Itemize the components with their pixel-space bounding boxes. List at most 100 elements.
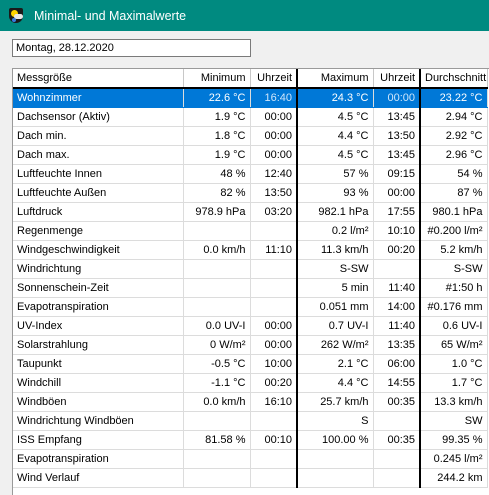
minmax-table[interactable]: Messgröße Minimum Uhrzeit Maximum Uhrzei… <box>12 68 489 495</box>
minimum-time-cell: 00:00 <box>250 335 298 355</box>
maximum-time-cell: 00:00 <box>373 183 421 203</box>
minimum-value-cell <box>183 449 251 469</box>
table-row[interactable]: Wohnzimmer 22.6 °C 16:40 24.3 °C 00:00 23.22 … <box>13 88 488 108</box>
minimum-value-cell <box>183 278 251 298</box>
maximum-time-cell <box>373 468 421 488</box>
table-row[interactable]: Regenmenge 0.2 l/m² 10:10 #0.200 l/m² <box>13 221 488 241</box>
maximum-value-cell <box>296 449 374 469</box>
measure-name-cell: Luftdruck <box>13 202 184 222</box>
measure-name-cell: Windböen <box>13 392 184 412</box>
measure-name-cell: Windchill <box>13 373 184 393</box>
table-row[interactable]: Evapotranspiration 0.245 l/m² <box>13 449 488 469</box>
maximum-value-cell: 24.3 °C <box>296 88 374 108</box>
table-row[interactable]: Sonnenschein-Zeit 5 min 11:40 #1:50 h <box>13 278 488 298</box>
maximum-value-cell: 982.1 hPa <box>296 202 374 222</box>
maximum-value-cell: 57 % <box>296 164 374 184</box>
average-value-cell: 65 W/m² <box>419 335 488 355</box>
table-row[interactable]: UV-Index 0.0 UV-I 00:00 0.7 UV-I 11:40 0.6 UV… <box>13 316 488 336</box>
measure-name-cell: Sonnenschein-Zeit <box>13 278 184 298</box>
average-value-cell: #1:50 h <box>419 278 488 298</box>
measure-name-cell: Windrichtung <box>13 259 184 279</box>
maximum-value-cell <box>296 468 374 488</box>
minimum-value-cell: 1.8 °C <box>183 126 251 146</box>
table-row[interactable]: Windchill -1.1 °C 00:20 4.4 °C 14:55 1.7 °C <box>13 373 488 393</box>
maximum-time-cell: 11:40 <box>373 316 421 336</box>
maximum-value-cell: 25.7 km/h <box>296 392 374 412</box>
measure-name-cell: Solarstrahlung <box>13 335 184 355</box>
maximum-time-cell <box>373 411 421 431</box>
maximum-time-cell: 10:10 <box>373 221 421 241</box>
column-header-max-time[interactable]: Uhrzeit <box>373 69 421 89</box>
measure-name-cell: Luftfeuchte Außen <box>13 183 184 203</box>
minimum-time-cell <box>250 221 298 241</box>
maximum-value-cell: 0.7 UV-I <box>296 316 374 336</box>
maximum-time-cell: 13:50 <box>373 126 421 146</box>
minimum-time-cell <box>250 259 298 279</box>
minimum-time-cell: 16:40 <box>250 88 298 108</box>
minimum-time-cell <box>250 449 298 469</box>
table-row[interactable]: Windgeschwindigkeit 0.0 km/h 11:10 11.3 km/… <box>13 240 488 260</box>
average-value-cell: 23.22 °C <box>419 88 488 108</box>
average-value-cell: 0.245 l/m² <box>419 449 488 469</box>
average-value-cell: 54 % <box>419 164 488 184</box>
table-row[interactable]: Dach min. 1.8 °C 00:00 4.4 °C 13:50 2.92 °C <box>13 126 488 146</box>
minimum-value-cell: -1.1 °C <box>183 373 251 393</box>
column-header-minimum[interactable]: Minimum <box>183 69 251 89</box>
window-titlebar[interactable]: Minimal- und Maximalwerte <box>0 0 489 31</box>
minimum-value-cell <box>183 468 251 488</box>
maximum-value-cell: 2.1 °C <box>296 354 374 374</box>
minimum-time-cell <box>250 468 298 488</box>
column-header-durchschnitt[interactable]: Durchschnitt <box>419 69 488 89</box>
measure-name-cell: ISS Empfang <box>13 430 184 450</box>
table-row[interactable]: Evapotranspiration 0.051 mm 14:00 #0.176 mm <box>13 297 488 317</box>
maximum-time-cell: 09:15 <box>373 164 421 184</box>
average-value-cell: #0.176 mm <box>419 297 488 317</box>
average-value-cell: 1.0 °C <box>419 354 488 374</box>
column-header-messgroesse[interactable]: Messgröße <box>13 69 184 89</box>
minimum-value-cell: 0.0 UV-I <box>183 316 251 336</box>
column-header-min-time[interactable]: Uhrzeit <box>250 69 298 89</box>
measure-name-cell: Wind Verlauf <box>13 468 184 488</box>
minimum-time-cell: 00:00 <box>250 316 298 336</box>
maximum-value-cell: 100.00 % <box>296 430 374 450</box>
minimum-time-cell: 10:00 <box>250 354 298 374</box>
minimum-value-cell: 1.9 °C <box>183 107 251 127</box>
maximum-value-cell: 4.4 °C <box>296 373 374 393</box>
table-row[interactable]: ISS Empfang 81.58 % 00:10 100.00 % 00:35 99.3… <box>13 430 488 450</box>
average-value-cell: S-SW <box>419 259 488 279</box>
table-row[interactable]: Luftdruck 978.9 hPa 03:20 982.1 hPa 17:55 980… <box>13 202 488 222</box>
minimum-time-cell: 00:10 <box>250 430 298 450</box>
minimum-value-cell: 48 % <box>183 164 251 184</box>
average-value-cell: 980.1 hPa <box>419 202 488 222</box>
table-row[interactable]: Dachsensor (Aktiv) 1.9 °C 00:00 4.5 °C 13:45… <box>13 107 488 127</box>
minimum-value-cell: 978.9 hPa <box>183 202 251 222</box>
table-body: Wohnzimmer 22.6 °C 16:40 24.3 °C 00:00 23.22 … <box>13 88 488 488</box>
column-header-maximum[interactable]: Maximum <box>296 69 374 89</box>
table-row[interactable]: Wind Verlauf 244.2 km <box>13 468 488 488</box>
weather-app-icon <box>8 7 26 25</box>
average-value-cell: 5.2 km/h <box>419 240 488 260</box>
maximum-value-cell: 93 % <box>296 183 374 203</box>
maximum-time-cell <box>373 449 421 469</box>
maximum-value-cell: S-SW <box>296 259 374 279</box>
minimum-value-cell: 1.9 °C <box>183 145 251 165</box>
date-field[interactable]: Montag, 28.12.2020 <box>12 39 251 57</box>
maximum-value-cell: 4.5 °C <box>296 145 374 165</box>
maximum-time-cell: 00:20 <box>373 240 421 260</box>
maximum-time-cell <box>373 259 421 279</box>
maximum-value-cell: 4.4 °C <box>296 126 374 146</box>
table-row[interactable]: Dach max. 1.9 °C 00:00 4.5 °C 13:45 2.96 °C <box>13 145 488 165</box>
average-value-cell: #0.200 l/m² <box>419 221 488 241</box>
measure-name-cell: Wohnzimmer <box>13 88 184 108</box>
measure-name-cell: Luftfeuchte Innen <box>13 164 184 184</box>
table-row[interactable]: Taupunkt -0.5 °C 10:00 2.1 °C 06:00 1.0 °C <box>13 354 488 374</box>
table-row[interactable]: Windrichtung S-SW S-SW <box>13 259 488 279</box>
table-row[interactable]: Luftfeuchte Innen 48 % 12:40 57 % 09:15 54 % <box>13 164 488 184</box>
measure-name-cell: Evapotranspiration <box>13 449 184 469</box>
table-row[interactable]: Solarstrahlung 0 W/m² 00:00 262 W/m² 13:35 65… <box>13 335 488 355</box>
minimum-value-cell: 0.0 km/h <box>183 392 251 412</box>
table-row[interactable]: Windböen 0.0 km/h 16:10 25.7 km/h 00:35 13.3 … <box>13 392 488 412</box>
table-row[interactable]: Windrichtung Windböen S SW <box>13 411 488 431</box>
table-row[interactable]: Luftfeuchte Außen 82 % 13:50 93 % 00:00 87 % <box>13 183 488 203</box>
average-value-cell: 2.96 °C <box>419 145 488 165</box>
